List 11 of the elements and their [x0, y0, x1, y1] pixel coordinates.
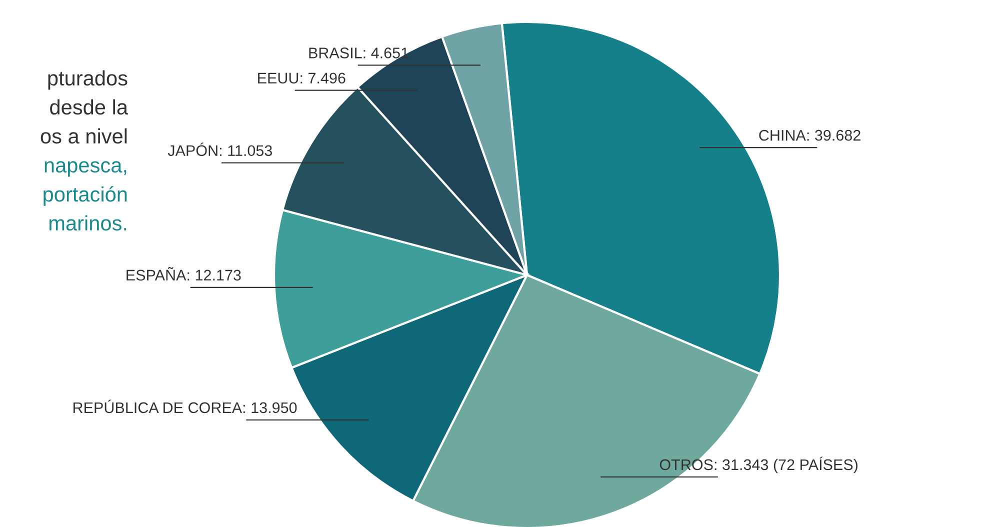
slice-label: ESPAÑA: 12.173	[126, 267, 241, 281]
text: marinos.	[50, 215, 126, 231]
slice-label: JAPÓN: 11.053	[168, 142, 272, 156]
slice-label: EEUU: 7.496	[258, 72, 346, 84]
text: napesca,	[44, 161, 126, 177]
slice-label: REPÚBLICA DE COREA: 13.950	[74, 400, 297, 414]
text: pturados	[48, 70, 128, 90]
text: desde la	[50, 99, 128, 115]
text: os a nivel	[40, 128, 127, 144]
text: portación	[44, 186, 127, 206]
slice-label: CHINA: 39.682	[759, 130, 860, 141]
